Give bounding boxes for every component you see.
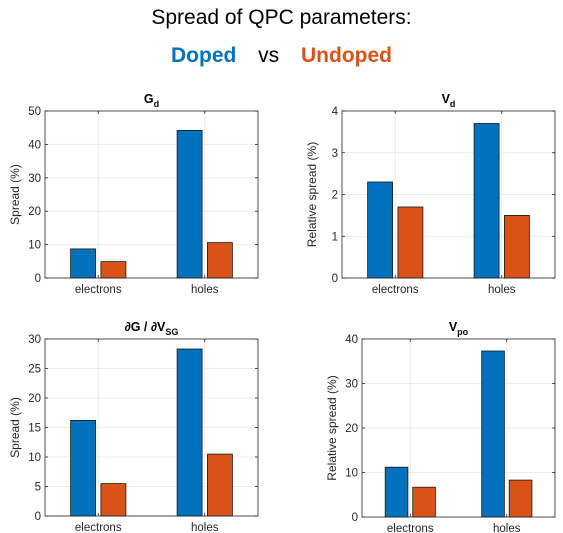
x-tick-label: holes xyxy=(488,284,516,296)
bar-undoped-holes xyxy=(503,214,530,279)
bar-undoped-holes xyxy=(206,242,233,279)
y-axis-label: Spread (%) xyxy=(8,397,22,458)
y-tick-label: 10 xyxy=(28,452,41,464)
bar-undoped-electrons xyxy=(397,206,424,279)
chart-title-main: ∂G / ∂V xyxy=(125,320,166,334)
y-tick-label: 0 xyxy=(35,273,41,285)
chart-1: 0 10 20 30 40 50 electrons holes Spread (%) Gd xyxy=(8,92,259,296)
chart-3: 0 5 10 15 20 25 30 electrons holes Spread (%) ∂G /… xyxy=(8,320,259,533)
bar-doped-holes xyxy=(176,129,203,279)
chart-title-subscript: SG xyxy=(165,327,178,337)
bar-undoped-holes xyxy=(206,453,233,517)
bar-doped-holes xyxy=(473,123,500,279)
chart-title: Gd xyxy=(144,92,159,109)
y-tick-label: 50 xyxy=(28,106,41,118)
y-axis-label: Relative spread (%) xyxy=(325,375,339,480)
chart-title-main: G xyxy=(144,92,154,106)
chart-title: Vpo xyxy=(449,320,469,337)
x-tick-label: holes xyxy=(191,284,219,296)
legend: Doped vs Undoped xyxy=(0,44,563,68)
bar-doped-electrons xyxy=(367,181,394,279)
chart-title: ∂G / ∂VSG xyxy=(125,320,179,337)
y-tick-label: 15 xyxy=(28,423,41,435)
bar-doped-electrons xyxy=(384,466,409,518)
y-tick-label: 5 xyxy=(35,482,41,494)
y-axis-label: Relative spread (%) xyxy=(305,142,319,247)
chart-title-subscript: po xyxy=(457,327,468,337)
y-tick-label: 25 xyxy=(28,364,41,376)
y-tick-label: 0 xyxy=(35,511,41,523)
chart-title-main: V xyxy=(442,92,451,106)
bar-undoped-electrons xyxy=(100,261,127,279)
bar-doped-holes xyxy=(481,350,505,518)
chart-2: 0 1 2 3 4 electrons holes Relative spread (%) Vd xyxy=(305,92,556,296)
x-tick-label: holes xyxy=(191,522,219,533)
y-tick-label: 40 xyxy=(345,334,358,346)
x-tick-label: electrons xyxy=(387,523,434,533)
y-axis-label: Spread (%) xyxy=(8,164,22,225)
chart-title: Vd xyxy=(442,92,456,109)
legend-undoped: Undoped xyxy=(301,44,392,67)
y-tick-label: 0 xyxy=(352,512,358,524)
x-tick-label: holes xyxy=(493,523,521,533)
y-tick-label: 10 xyxy=(345,468,358,480)
y-tick-label: 40 xyxy=(28,139,41,151)
bar-undoped-electrons xyxy=(100,483,127,517)
y-tick-label: 20 xyxy=(28,393,41,405)
legend-doped: Doped xyxy=(171,44,237,67)
y-tick-label: 30 xyxy=(28,173,41,185)
y-tick-label: 20 xyxy=(28,206,41,218)
x-tick-label: electrons xyxy=(75,522,122,533)
bar-doped-electrons xyxy=(70,248,96,279)
x-tick-label: electrons xyxy=(372,284,419,296)
axes-box xyxy=(44,110,259,279)
bar-undoped-holes xyxy=(508,479,533,518)
x-tick-label: electrons xyxy=(75,284,122,296)
y-tick-label: 2 xyxy=(332,190,338,202)
y-tick-label: 30 xyxy=(345,379,358,391)
figure-title: Spread of QPC parameters: xyxy=(151,6,412,29)
y-tick-label: 30 xyxy=(28,334,41,346)
y-tick-label: 20 xyxy=(345,423,358,435)
chart-4: 0 10 20 30 40 electrons holes Relative spread (… xyxy=(325,320,556,533)
y-tick-label: 0 xyxy=(332,273,338,285)
y-tick-label: 10 xyxy=(28,240,41,252)
chart-title-subscript: d xyxy=(154,99,160,109)
y-tick-label: 4 xyxy=(332,106,339,118)
chart-title-main: V xyxy=(449,320,458,334)
bar-doped-holes xyxy=(176,348,203,517)
bar-doped-electrons xyxy=(70,419,96,517)
chart-title-subscript: d xyxy=(450,99,456,109)
legend-vs: vs xyxy=(258,44,280,67)
y-tick-label: 1 xyxy=(332,231,338,243)
y-tick-label: 3 xyxy=(332,148,338,160)
bar-undoped-electrons xyxy=(412,486,436,518)
